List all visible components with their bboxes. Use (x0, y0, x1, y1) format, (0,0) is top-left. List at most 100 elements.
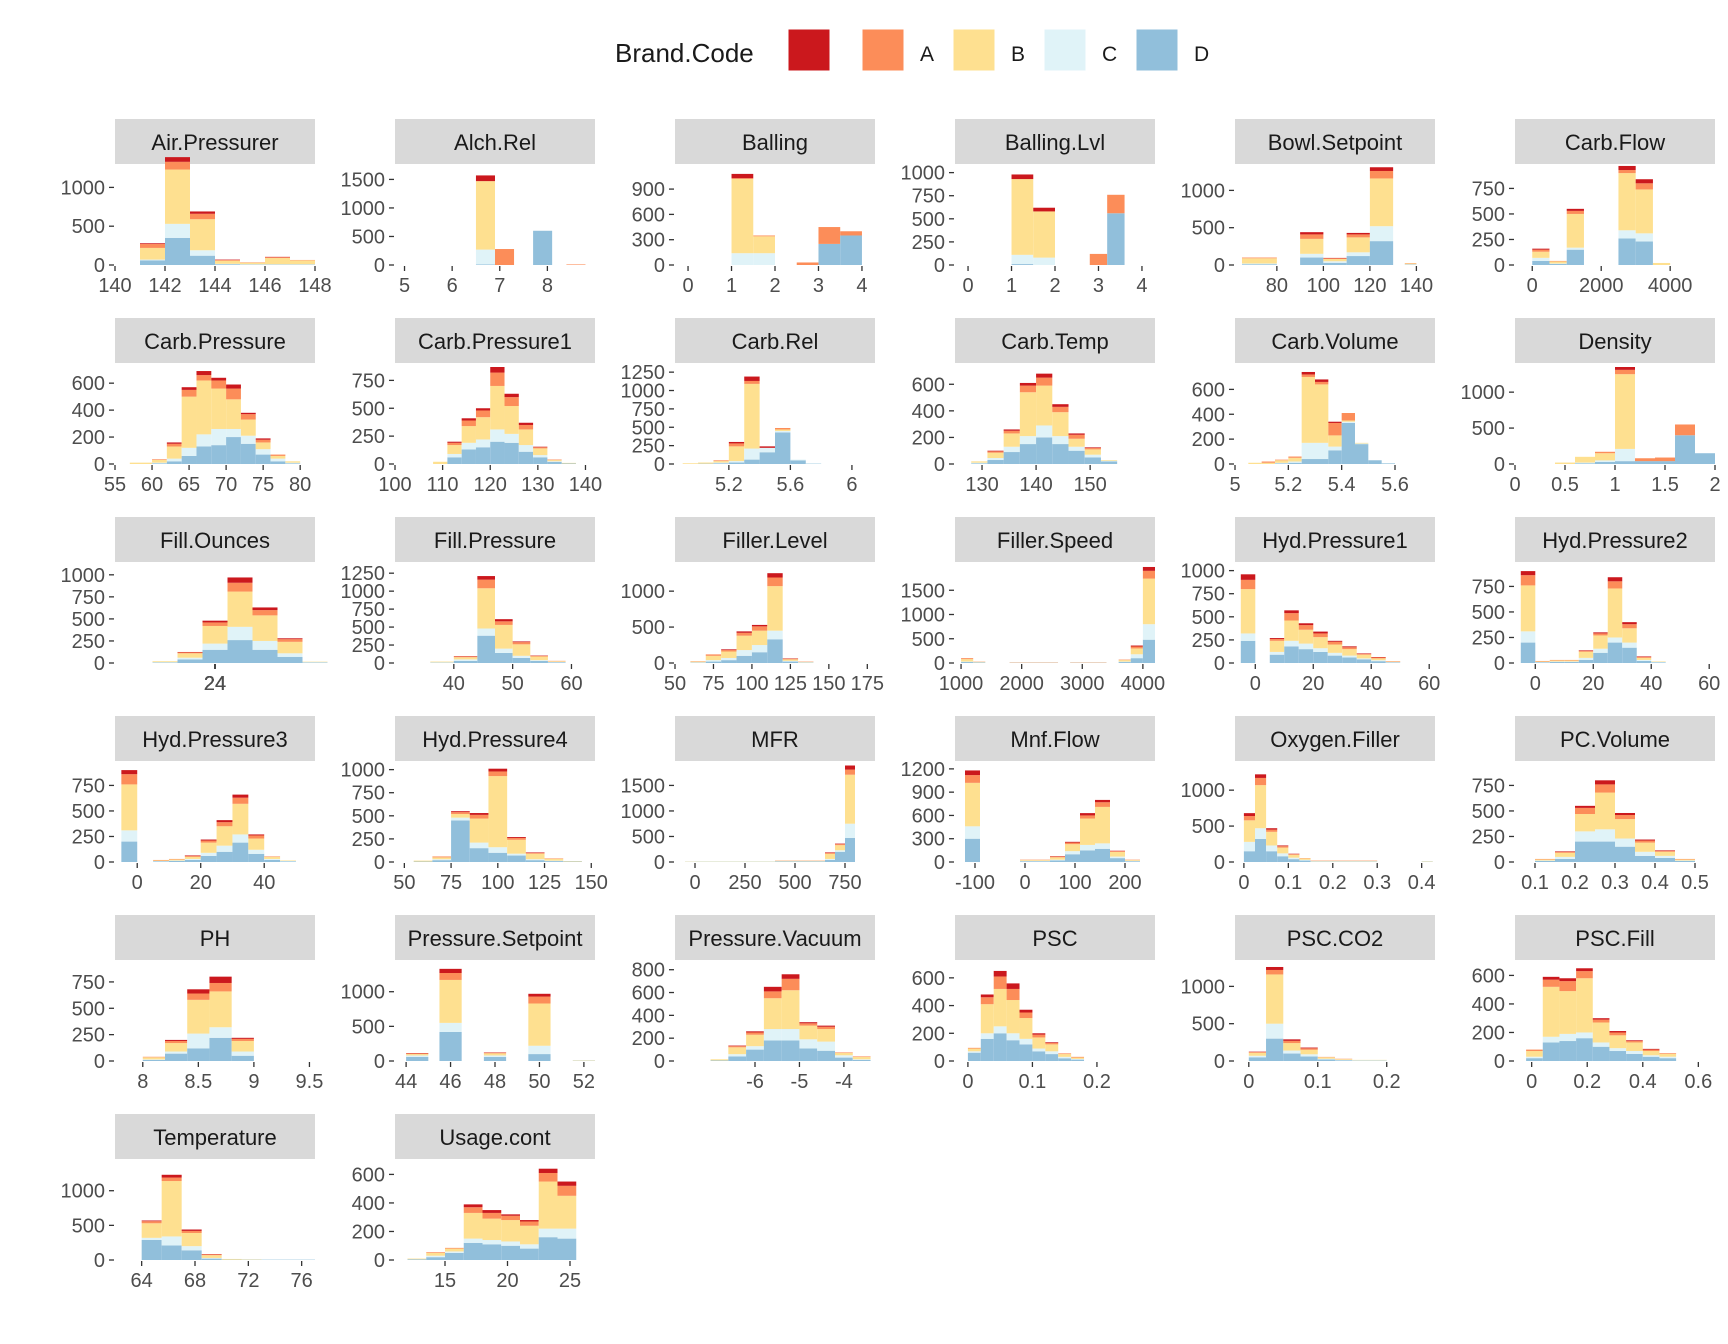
histogram-bar-segment (181, 1232, 202, 1247)
histogram-bar-segment (1595, 461, 1615, 464)
y-tick-label: 500 (352, 1016, 385, 1038)
histogram-bar-segment (1255, 828, 1267, 840)
histogram-bar-segment (168, 860, 185, 861)
x-tick-label: 5 (399, 275, 410, 297)
histogram-bar-segment (463, 1212, 483, 1239)
histogram-bar-segment (775, 432, 791, 464)
x-tick-label: 5.6 (1381, 474, 1409, 496)
facet-alch-rel: Alch.Rel 0 500 1000 1500 5 6 7 8 (341, 119, 595, 297)
y-tick-label: 300 (912, 829, 945, 851)
histogram-bar-segment (1110, 851, 1125, 857)
histogram-bar-segment (1327, 652, 1343, 656)
legend-swatch (1043, 28, 1087, 72)
histogram-bar-segment (152, 462, 167, 464)
facet-title: PC.Volume (1560, 727, 1670, 752)
histogram-bar-segment (231, 1051, 254, 1056)
histogram-bar-segment (248, 838, 265, 850)
histogram-bar-segment (501, 1241, 520, 1246)
x-tick-label: 0 (689, 872, 700, 894)
histogram-bar-segment (1266, 1038, 1284, 1061)
histogram-bar-segment (1520, 585, 1536, 632)
y-tick-label: 200 (352, 1221, 385, 1243)
facet-title: PSC (1032, 926, 1077, 951)
histogram-bar-segment (1243, 841, 1255, 852)
histogram-bar-segment (177, 652, 203, 654)
histogram-bar-segment (547, 661, 566, 662)
histogram-bar-segment (1240, 579, 1256, 590)
facet-title: PH (200, 926, 231, 951)
facet-strip (395, 119, 595, 164)
facet-strip (115, 1114, 315, 1159)
legend: Brand.Code A B C D (615, 28, 1209, 72)
histogram-bar-segment (993, 1026, 1007, 1034)
histogram-bar-segment (1248, 1055, 1267, 1058)
y-tick-label: 1000 (621, 581, 666, 603)
y-tick-label: 1200 (901, 759, 946, 781)
x-tick-label: 125 (774, 673, 807, 695)
histogram-bar-segment (1576, 1038, 1593, 1061)
legend-item-B: B (952, 28, 1025, 72)
histogram-bar-segment (1243, 820, 1255, 842)
histogram-bar-segment (482, 1218, 502, 1241)
facet-title: Density (1578, 329, 1651, 354)
histogram-bar-segment (1315, 442, 1329, 460)
histogram-bar-segment (1300, 232, 1324, 235)
histogram-bar-segment (1636, 660, 1652, 663)
y-tick-label: 0 (1214, 1051, 1225, 1073)
histogram-bar-segment (759, 447, 775, 453)
histogram-bar-segment (142, 1059, 165, 1060)
y-tick-label: 0 (94, 852, 105, 874)
histogram-bar-segment (1084, 454, 1101, 458)
histogram-bar-segment (1058, 1054, 1072, 1057)
y-tick-label: 500 (352, 617, 385, 639)
y-tick-label: 600 (632, 204, 665, 226)
histogram-bar-segment (1595, 829, 1615, 842)
histogram-bar-segment (767, 573, 783, 578)
histogram-bar-segment (1520, 575, 1536, 586)
histogram-bar-segment (835, 1052, 853, 1054)
x-tick-label: 20 (1582, 673, 1604, 695)
facet-title: Oxygen.Filler (1270, 727, 1400, 752)
histogram-bar-segment (277, 641, 303, 654)
histogram-bar-segment (1071, 1056, 1085, 1058)
x-tick-label: 52 (573, 1071, 595, 1093)
x-tick-label: 0.2 (1561, 872, 1589, 894)
histogram-bar-segment (166, 443, 182, 447)
histogram-bar-segment (557, 1228, 577, 1239)
histogram-bar-segment (538, 1168, 558, 1173)
histogram-bar-segment (1609, 1032, 1627, 1036)
histogram-bar-segment (817, 1029, 835, 1042)
y-tick-label: 250 (1472, 229, 1505, 251)
histogram-bar-segment (406, 1056, 429, 1061)
y-tick-label: 250 (1192, 630, 1225, 652)
histogram-bar-segment (728, 1046, 747, 1048)
histogram-bar-segment (451, 817, 470, 821)
facet-strip (1515, 517, 1715, 562)
histogram-bar-segment (852, 1059, 871, 1061)
histogram-bar-segment (1288, 854, 1300, 858)
histogram-bar-segment (1045, 1042, 1059, 1043)
histogram-bar-segment (763, 998, 782, 1030)
y-tick-label: 1000 (61, 565, 106, 587)
histogram-bar-segment (1659, 1056, 1677, 1059)
histogram-bar-segment (1675, 860, 1695, 861)
histogram-bar-segment (483, 1052, 507, 1054)
histogram-bar-segment (1084, 457, 1101, 464)
x-tick-label: 0.3 (1601, 872, 1629, 894)
y-tick-label: 300 (632, 230, 665, 252)
histogram-bar-segment (1032, 1048, 1046, 1052)
histogram-bar-segment (1020, 861, 1035, 862)
histogram-bar-segment (1626, 1053, 1643, 1061)
histogram-bar-segment (1283, 1043, 1301, 1051)
x-tick-label: 5.6 (776, 474, 804, 496)
histogram-bar-segment (248, 849, 265, 854)
histogram-bar-segment (248, 834, 265, 836)
histogram-bar-segment (439, 973, 462, 980)
histogram-bar-segment (1368, 460, 1382, 464)
histogram-bar-segment (1019, 1012, 1033, 1019)
histogram-bar-segment (835, 850, 845, 852)
y-tick-label: 1000 (61, 1181, 106, 1203)
histogram-bar-segment (1615, 367, 1635, 370)
histogram-bar-segment (216, 820, 233, 823)
histogram-bar-segment (1369, 241, 1394, 265)
